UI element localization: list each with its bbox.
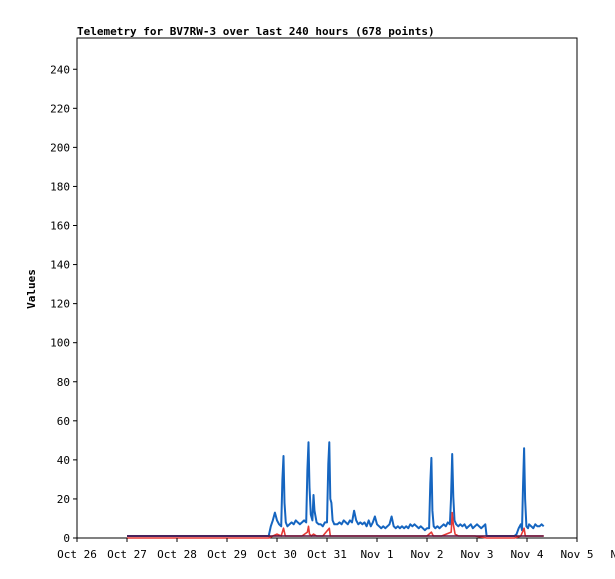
y-tick-label: 0 — [63, 532, 70, 545]
x-tick-label: Oct 31 — [307, 548, 347, 561]
y-tick-label: 180 — [50, 180, 70, 193]
x-tick-label: Oct 28 — [157, 548, 197, 561]
series-line-1 — [127, 441, 545, 537]
x-tick-label: Nov 2 — [410, 548, 443, 561]
x-tick-label: Oct 26 — [57, 548, 97, 561]
x-tick-label: Oct 27 — [107, 548, 147, 561]
y-tick-label: 20 — [57, 493, 70, 506]
x-tick-label: Nov 6 — [610, 548, 615, 561]
x-tick-label: Nov 4 — [510, 548, 543, 561]
plot-area — [76, 37, 578, 539]
y-tick-label: 80 — [57, 376, 70, 389]
y-tick-label: 240 — [50, 63, 70, 76]
x-axis: Oct 26 Oct 27 Oct 28 Oct 29 Oct 30 Oct 31 Nov … — [57, 538, 615, 561]
y-tick-label: 40 — [57, 454, 70, 467]
y-axis-label: Values — [25, 269, 38, 309]
x-tick-label: Nov 5 — [560, 548, 593, 561]
y-tick-label: 220 — [50, 102, 70, 115]
x-tick-label: Nov 1 — [360, 548, 393, 561]
y-axis: 0 20 40 60 80 100 120 140 160 180 200 220 240 — [50, 63, 77, 545]
y-tick-label: 120 — [50, 298, 70, 311]
x-tick-label: Oct 30 — [257, 548, 297, 561]
y-tick-label: 100 — [50, 337, 70, 350]
y-tick-label: 200 — [50, 141, 70, 154]
x-tick-label: Oct 29 — [207, 548, 247, 561]
x-tick-label: Nov 3 — [460, 548, 493, 561]
chart-title: Telemetry for BV7RW-3 over last 240 hour… — [77, 25, 435, 38]
series-layer — [127, 441, 545, 539]
y-tick-label: 140 — [50, 259, 70, 272]
y-tick-label: 60 — [57, 415, 70, 428]
y-tick-label: 160 — [50, 220, 70, 233]
